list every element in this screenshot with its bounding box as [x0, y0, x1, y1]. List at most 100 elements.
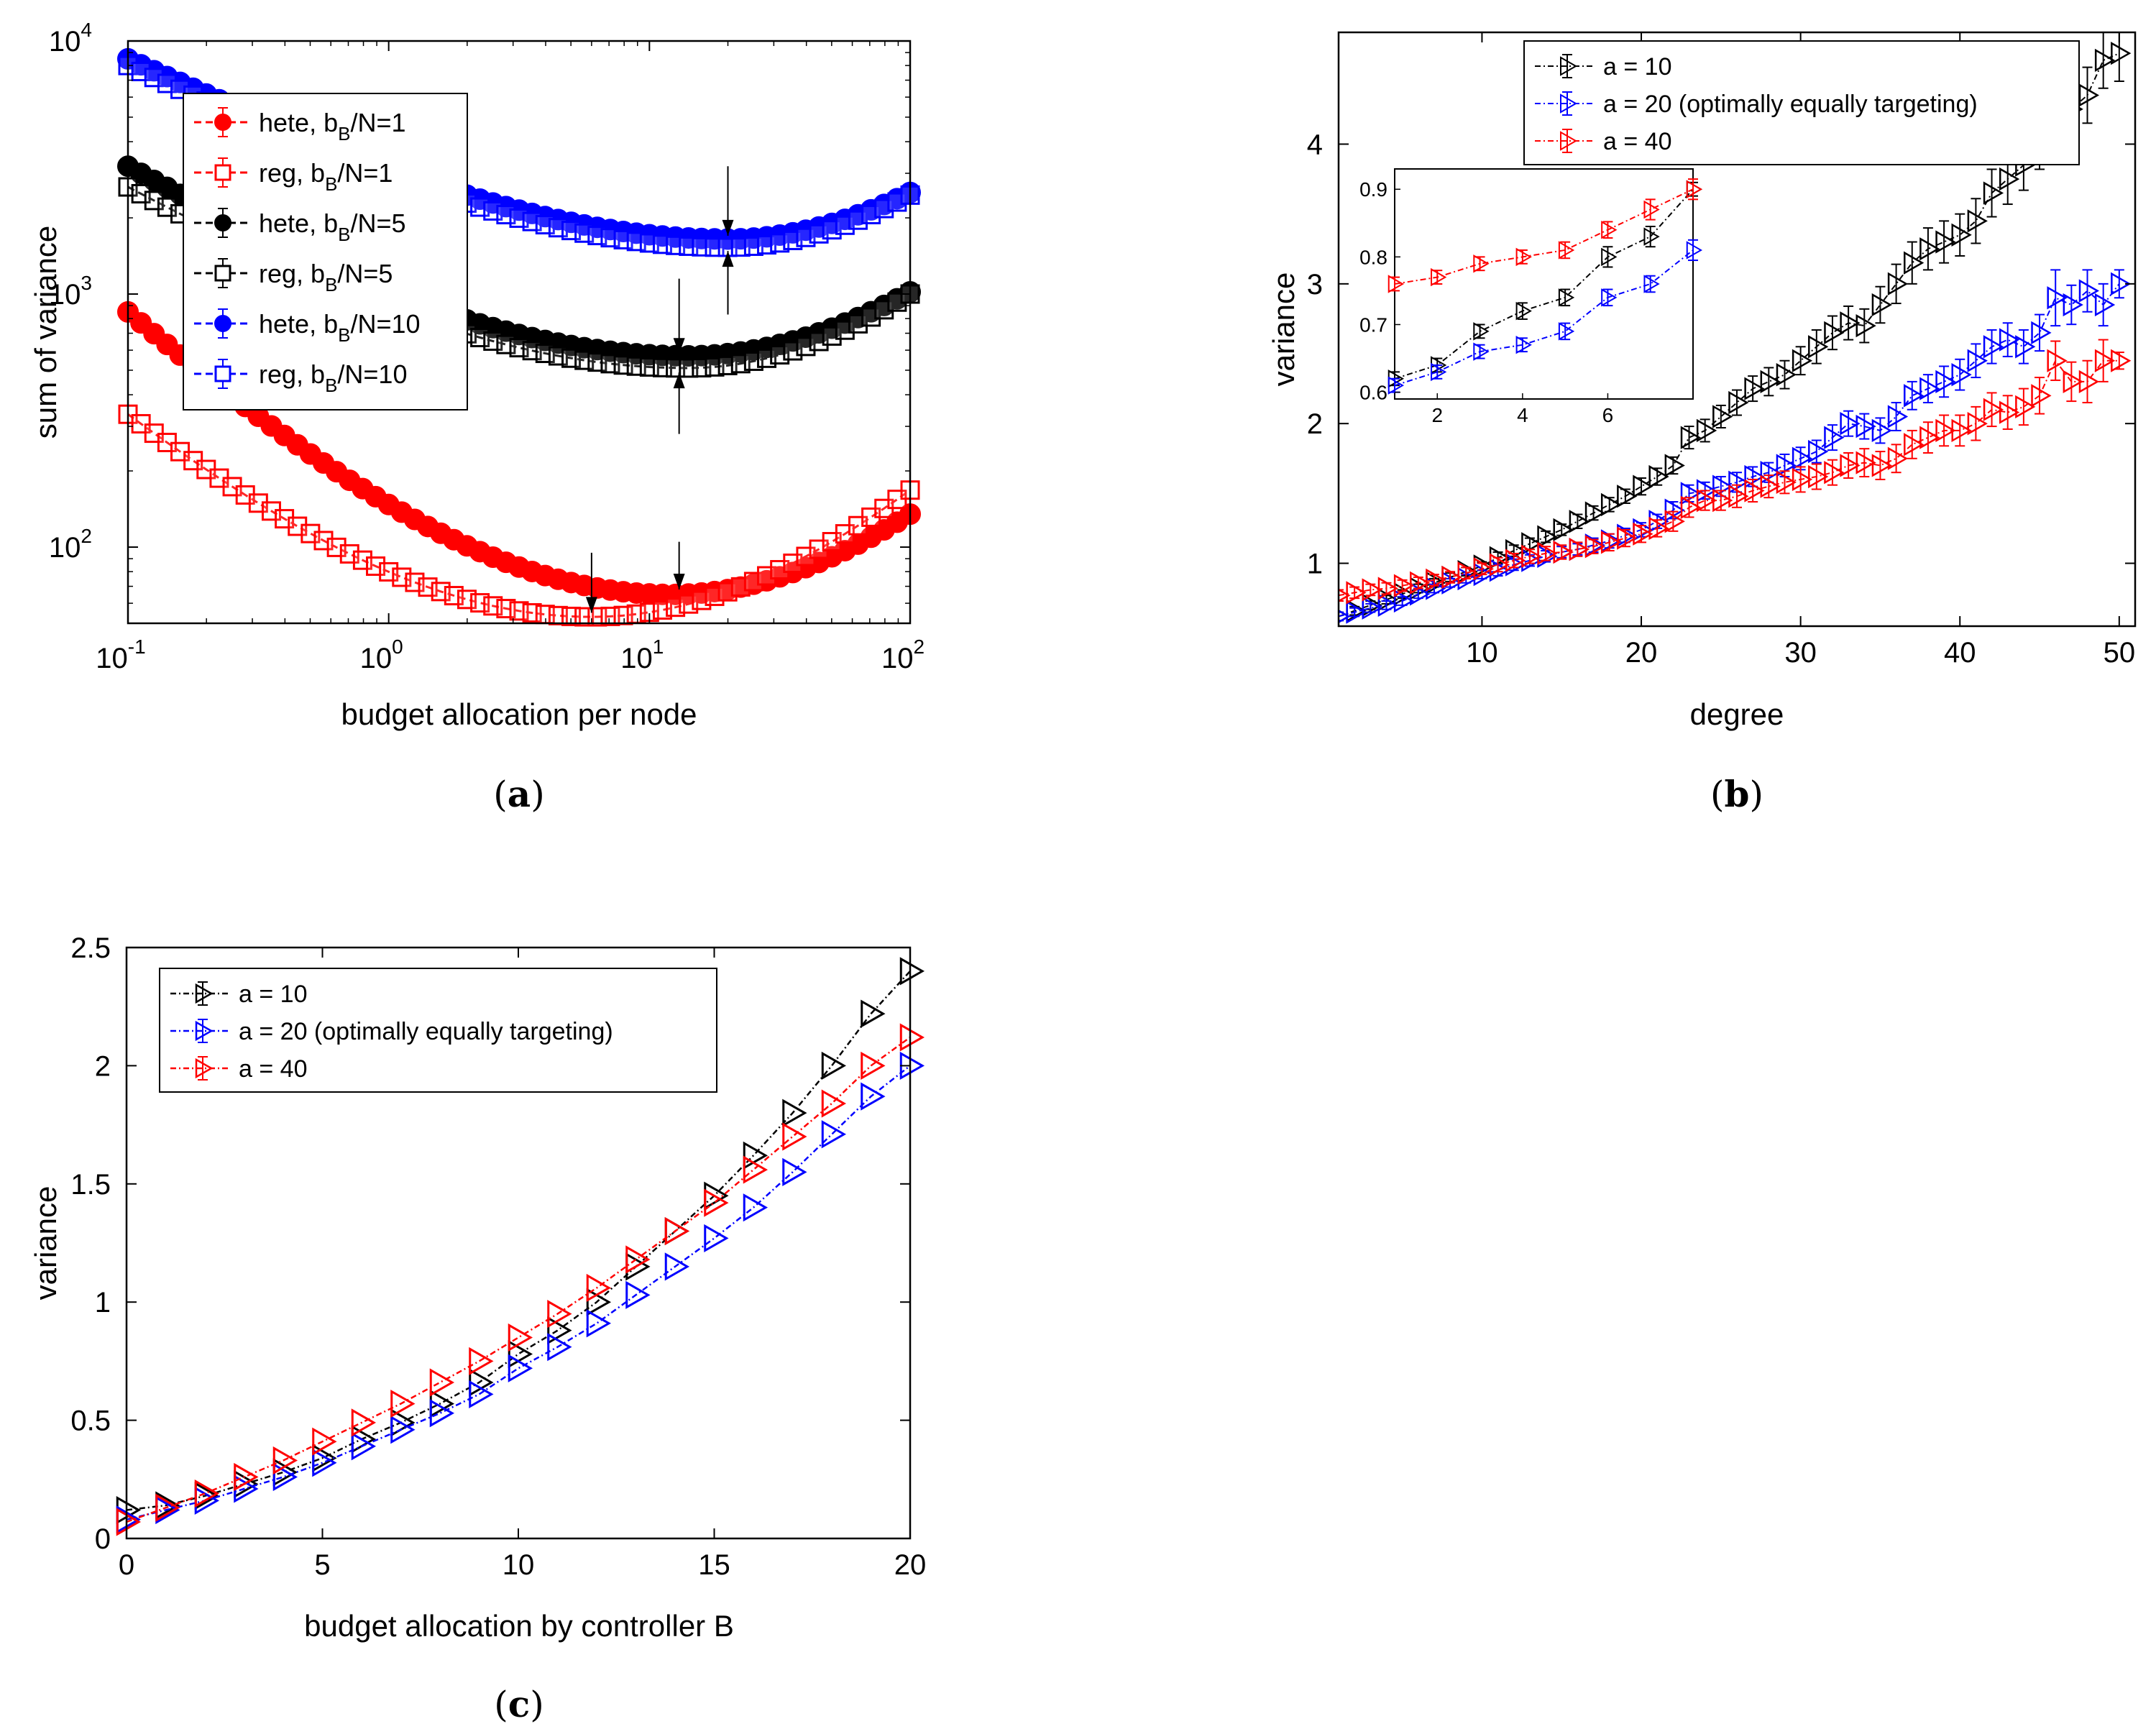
panel-c-series-0-point-17 [782, 1098, 807, 1127]
panel-b-inset: 2 4 6 0.6 0.7 0.8 0.9 [1359, 168, 1703, 426]
panel-b-series-0-point-42 [1999, 167, 2020, 191]
panel-b-series-2-errbar-28 [1779, 470, 1790, 495]
panel-a-series-1-point-44 [692, 590, 712, 610]
panel-a-xtick-label-2: 101 [620, 636, 664, 674]
panel-b-series-2-point-43 [2015, 395, 2036, 419]
panel-b-series-2-errbar-35 [1891, 444, 1902, 474]
panel-c-series-2-point-18 [821, 1089, 847, 1118]
panel-b-series-2-point-28 [1776, 470, 1797, 494]
panel-a-series-5-point-1 [131, 61, 151, 81]
panel-b-xtick-label-0: 10 [1466, 637, 1498, 669]
panel-b-series-0-point-49 [2111, 41, 2132, 65]
panel-c-series-2-point-9 [469, 1347, 494, 1375]
panel-b-series-1-errbar-35 [1891, 402, 1902, 431]
panel-a-series-1-point-25 [444, 586, 464, 606]
panel-a-arrows [585, 166, 734, 613]
panel-b-series-0-point-33 [1855, 313, 1876, 338]
panel-b-inset-xtick-label-2: 6 [1602, 404, 1614, 426]
panel-a-caption: (a) [493, 773, 544, 815]
panel-b-series-2-point-15 [1569, 537, 1590, 561]
panel-b-series-2-errbar-48 [2098, 339, 2109, 382]
panel-b-series-2-point-33 [1855, 451, 1876, 474]
panel-b-series-2-errbar-27 [1763, 474, 1774, 499]
panel-b-series-2-point-49 [2111, 349, 2132, 372]
panel-b-inset-ytick-label-2: 0.8 [1359, 246, 1387, 268]
panel-b-series-1-errbar-44 [2035, 313, 2045, 352]
panel-b-series-0-point-13 [1537, 525, 1558, 549]
panel-c-ytick-label-0: 0 [95, 1523, 111, 1555]
panel-b-series-2-errbar-37 [1922, 421, 1933, 454]
panel-b-series-1-point-47 [2078, 279, 2100, 303]
panel-b-series-0-errbar-40 [1971, 198, 1981, 244]
panel-b-series-2-errbar-33 [1859, 448, 1870, 478]
panel-b-series-2-errbar-32 [1843, 452, 1854, 479]
panel-b-series-2 [1339, 339, 2132, 605]
panel-b-series-2-point-30 [1808, 464, 1829, 489]
panel-b-inset-series-2-errbar-5 [1602, 221, 1613, 239]
panel-a-series-1 [118, 404, 920, 627]
panel-a-ytick-label-1-base: 10 [49, 279, 81, 311]
panel-c-series-1-point-18 [821, 1120, 847, 1149]
panel-b-series-1-point-43 [2015, 335, 2036, 359]
panel-c-legend-box [159, 968, 717, 1093]
panel-b-series-2-point-20 [1648, 516, 1669, 541]
panel-a-xtick-label-0-base: 10 [96, 643, 128, 674]
panel-b-series-1-point-1 [1346, 600, 1367, 624]
panel-b-series-2-point-23 [1696, 488, 1717, 513]
panel-a-series-3-point-42 [666, 358, 686, 378]
panel-c-series-1-point-9 [469, 1380, 494, 1409]
panel-a-legend-label-1-suffix: /N=1 [337, 158, 393, 188]
panel-b-series-2-point-38 [1935, 418, 1956, 443]
panel-c-series-1-point-16 [743, 1193, 769, 1222]
panel-b-series-0-point-20 [1648, 464, 1669, 489]
panel-c-ticks: 0 5 10 15 20 0 0.5 1 1.5 2 2.5 [70, 932, 926, 1581]
panel-b-inset-series-2-point-2 [1473, 254, 1490, 273]
panel-b-inset-series-0-point-2 [1473, 322, 1490, 341]
panel-b-legend-label-0: a = 10 [1603, 53, 1671, 81]
panel-a-series-5-point-54 [822, 220, 842, 240]
panel-b-series-1-point-41 [1983, 335, 2004, 359]
panel-b-series-1-errbar-32 [1843, 410, 1854, 437]
panel-b-axes-box [1337, 31, 2137, 628]
panel-a-series-5-point-4 [170, 79, 191, 99]
panel-b-series-2-point-44 [2031, 384, 2052, 408]
panel-b-series-2-errbar-44 [2035, 377, 2045, 415]
panel-a-series-1-point-33 [548, 605, 568, 625]
panel-b-series-2-point-10 [1489, 553, 1510, 577]
panel-b-series-2-point-46 [2063, 370, 2083, 394]
panel-a-legend-label-3-suffix: /N=5 [337, 259, 393, 288]
panel-c-xlabel: budget allocation by controller B [304, 1609, 734, 1643]
panel-a-series-3-point-41 [652, 357, 672, 377]
panel-a-legend-marker-3 [214, 265, 231, 282]
panel-c-series-2-point-3 [234, 1462, 259, 1492]
panel-b-series-1-errbar-48 [2098, 283, 2109, 327]
panel-a-ytick-label-0-exp: 2 [81, 525, 92, 547]
panel-c-series-1 [116, 1051, 925, 1534]
panel-a-legend-marker-2 [214, 214, 231, 231]
panel-a-ytick-label-2-base: 10 [49, 26, 81, 58]
panel-b-series-2-errbar-39 [1955, 414, 1965, 447]
panel-a-series-5-point-34 [561, 221, 582, 241]
panel-b-inset-series-1-point-3 [1515, 335, 1532, 354]
panel-a-arrow-1-head [673, 573, 685, 590]
panel-a-series-3-point-38 [613, 355, 633, 375]
panel-c-series-2-point-17 [782, 1122, 807, 1151]
panel-a-legend-label-4-suffix: /N=10 [350, 309, 420, 339]
panel-c-ytick-label-1: 0.5 [70, 1405, 111, 1437]
panel-b-series-1-point-39 [1951, 363, 1972, 387]
panel-c-series-0-point-11 [547, 1316, 572, 1345]
panel-b-series-0-point-36 [1904, 251, 1925, 275]
panel-a-series-1-point-22 [405, 572, 425, 592]
panel-a-series-1-point-53 [809, 539, 829, 559]
panel-c-plot-area [116, 957, 925, 1536]
panel-b-series-0-errbar-36 [1907, 241, 1917, 285]
panel-b-series-0-point-32 [1840, 311, 1861, 335]
panel-b-caption: (b) [1710, 773, 1763, 815]
panel-c-series-0-point-16 [743, 1141, 769, 1170]
panel-a-legend-marker-5 [214, 365, 231, 382]
panel-a-series-1-point-37 [600, 606, 620, 626]
panel-c-legend-label-1: a = 20 (optimally equally targeting) [239, 1018, 613, 1045]
panel-a-arrow-2-head [673, 338, 685, 354]
